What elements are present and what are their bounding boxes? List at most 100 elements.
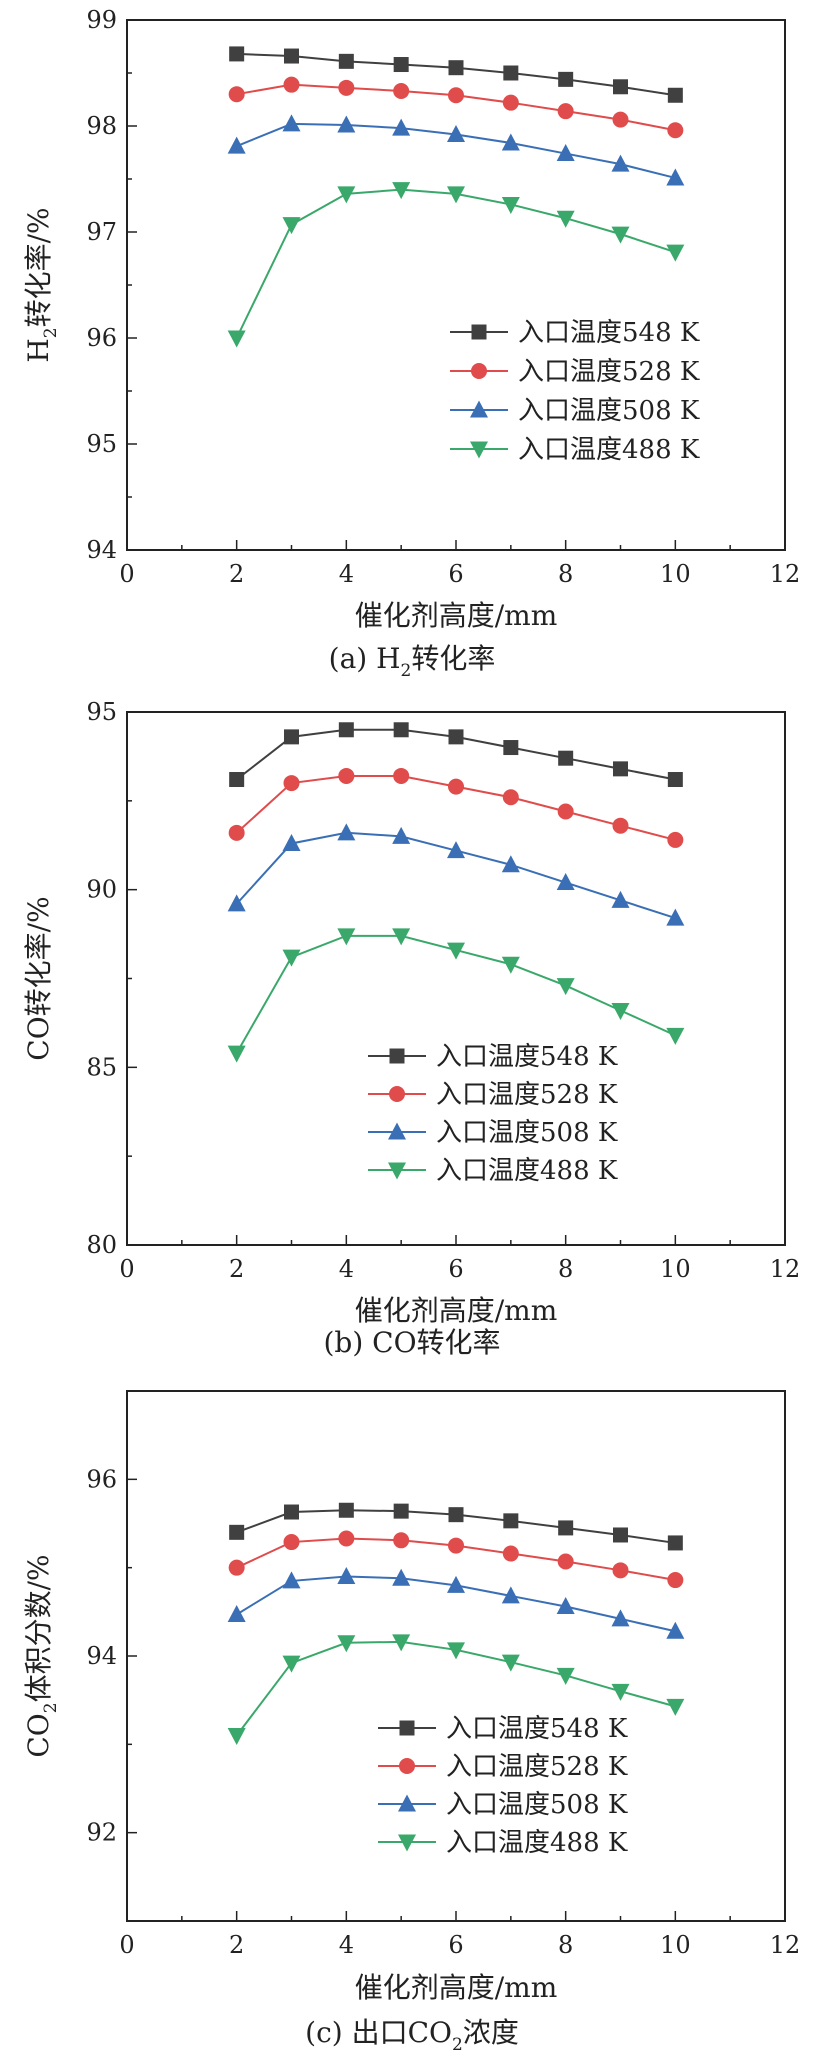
data-point-marker [389, 1086, 405, 1102]
series-line [235, 188, 676, 339]
data-point-marker [613, 761, 628, 777]
y-tick-label: 95 [86, 698, 117, 726]
data-point-marker [502, 94, 519, 111]
y-tick-label: 94 [86, 536, 117, 564]
x-axis-label: 催化剂高度/mm [355, 1971, 558, 2004]
y-tick-label: 96 [86, 324, 117, 352]
y-tick-label: 95 [86, 430, 117, 458]
panel-caption: (b) CO转化率 [323, 1326, 500, 1359]
data-point-marker [666, 1027, 685, 1045]
legend-entry: 入口温度508 K [378, 1790, 628, 1820]
data-point-marker [667, 1535, 683, 1551]
legend-label: 入口温度488 K [518, 435, 700, 465]
y-tick-label: 85 [86, 1053, 117, 1081]
series-square [229, 722, 683, 788]
data-point-marker [337, 928, 356, 946]
text-part-subscript: 2 [401, 661, 412, 681]
data-point-marker [666, 244, 685, 262]
x-tick-label: 8 [558, 1931, 573, 1959]
data-point-marker [501, 855, 520, 873]
data-point-marker [611, 154, 630, 172]
data-point-marker [501, 1586, 520, 1604]
data-point-marker [392, 928, 411, 946]
data-point-marker [393, 83, 410, 100]
text-part-main: H [22, 338, 55, 362]
data-point-marker [558, 1520, 574, 1536]
x-tick-label: 10 [660, 1931, 691, 1959]
data-point-marker [393, 722, 409, 738]
text-part-main: (c) 出口CO [305, 2016, 452, 2049]
text-part-main: CO [22, 1713, 55, 1757]
legend-label: 入口温度528 K [436, 1080, 618, 1110]
x-tick-label: 12 [770, 1255, 801, 1283]
data-point-marker [227, 1604, 246, 1622]
data-point-marker [613, 79, 628, 95]
data-point-marker [501, 1654, 520, 1672]
data-point-marker [613, 1527, 628, 1543]
data-point-marker [556, 873, 575, 891]
data-point-marker [612, 111, 629, 128]
text-part-rest: 转化率 [411, 642, 495, 675]
y-tick-label: 97 [86, 218, 117, 246]
x-tick-label: 12 [770, 560, 801, 588]
series-triangle-down [227, 928, 685, 1063]
data-point-marker [503, 65, 519, 81]
text-part-rest: 转化率/% [22, 207, 55, 327]
y-axis-label: CO2体积分数/% [22, 1554, 61, 1757]
y-tick-label: 96 [86, 1465, 117, 1493]
data-point-marker [337, 823, 356, 841]
text-part-main: (a) H [329, 642, 401, 675]
data-point-marker [282, 1655, 301, 1673]
data-point-marker [229, 1524, 245, 1540]
data-point-marker [448, 729, 464, 745]
legend-entry: 入口温度488 K [378, 1828, 628, 1858]
data-point-marker [283, 1534, 300, 1551]
x-tick-label: 10 [660, 560, 691, 588]
data-point-marker [228, 824, 245, 841]
data-point-marker [398, 1834, 416, 1852]
y-axis-label: CO转化率/% [22, 896, 55, 1060]
legend-entry: 入口温度488 K [368, 1156, 618, 1186]
legend-label: 入口温度548 K [518, 318, 700, 348]
text-part-subscript: 2 [41, 327, 61, 338]
data-point-marker [556, 144, 575, 162]
data-point-marker [338, 79, 355, 96]
series-triangle-up [227, 114, 685, 186]
data-point-marker [448, 1507, 464, 1523]
data-point-marker [447, 1575, 465, 1593]
series-triangle-down [227, 1634, 685, 1745]
data-point-marker [611, 1683, 630, 1701]
data-point-marker [282, 1571, 301, 1589]
legend-label: 入口温度508 K [446, 1790, 628, 1820]
data-point-marker [337, 115, 356, 133]
text-part-rest: 体积分数/% [22, 1554, 55, 1702]
data-point-marker [557, 1553, 574, 1570]
plot-area: 0 2 4 6 8 10 12 80 85 90 95 催化剂高度/mm CO转化率/% 入口温度548 … [22, 698, 800, 1327]
legend-label: 入口温度548 K [446, 1714, 628, 1744]
legend-entry: 入口温度548 K [450, 318, 700, 348]
data-point-marker [282, 949, 301, 967]
data-point-marker [502, 1545, 519, 1562]
data-point-marker [393, 1532, 410, 1549]
chart-panel-a: 0 2 4 6 8 10 12949596979899催化剂高度/mmH2转化率/%入口温度… [22, 6, 801, 681]
data-point-marker [556, 1667, 575, 1685]
x-tick-label: 4 [339, 1931, 354, 1959]
legend-label: 入口温度488 K [446, 1828, 628, 1858]
series-square [229, 1502, 683, 1551]
legend-entry: 入口温度528 K [378, 1752, 628, 1782]
data-point-marker [388, 1122, 406, 1140]
data-point-marker [502, 789, 519, 806]
y-tick-label: 94 [86, 1642, 117, 1670]
data-point-marker [448, 778, 464, 795]
y-tick-label: 80 [86, 1231, 117, 1259]
data-point-marker [612, 1562, 629, 1579]
x-tick-label: 2 [229, 1255, 244, 1283]
series-triangle-up [227, 1567, 685, 1639]
y-tick-label: 98 [86, 112, 117, 140]
data-point-marker [667, 122, 684, 139]
data-point-marker [398, 1794, 416, 1812]
series-circle [228, 767, 684, 848]
x-tick-label: 0 [119, 1255, 134, 1283]
x-axis-label: 催化剂高度/mm [355, 599, 558, 632]
series-circle [228, 1530, 684, 1589]
